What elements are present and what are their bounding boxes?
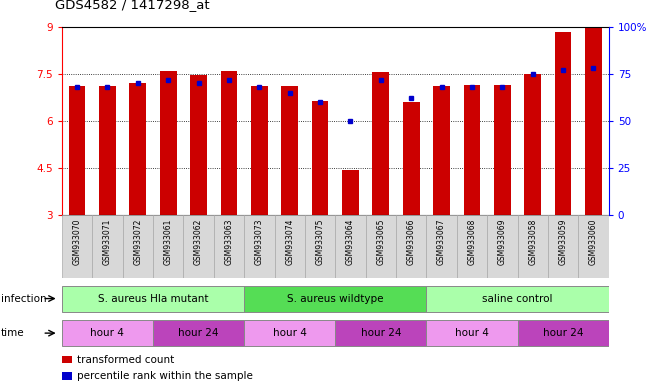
Text: GSM933059: GSM933059 [559,218,568,265]
Bar [69,86,85,215]
Bar [312,101,329,215]
Text: hour 24: hour 24 [361,328,401,338]
Bar [244,286,426,311]
Bar [62,372,72,380]
Bar [275,215,305,278]
Bar [372,72,389,215]
Bar [221,71,237,215]
Text: GSM933061: GSM933061 [163,218,173,265]
Text: hour 24: hour 24 [543,328,583,338]
Bar [281,86,298,215]
Bar [62,215,92,278]
Text: GSM933075: GSM933075 [316,218,325,265]
Text: GSM933063: GSM933063 [225,218,234,265]
Bar [494,85,510,215]
Text: GSM933065: GSM933065 [376,218,385,265]
Bar [190,76,207,215]
Bar [403,102,419,215]
Text: GSM933058: GSM933058 [528,218,537,265]
Bar [92,215,122,278]
Bar [457,215,487,278]
Text: hour 24: hour 24 [178,328,219,338]
Bar [366,215,396,278]
Text: GSM933066: GSM933066 [407,218,416,265]
Bar [518,320,609,346]
Bar [335,215,366,278]
Bar [214,215,244,278]
Text: GSM933067: GSM933067 [437,218,446,265]
Bar [159,71,176,215]
Bar [62,320,153,346]
Text: GSM933072: GSM933072 [133,218,143,265]
Text: GSM933073: GSM933073 [255,218,264,265]
Bar [342,170,359,215]
Text: GDS4582 / 1417298_at: GDS4582 / 1417298_at [55,0,210,12]
Bar [244,215,275,278]
Text: S. aureus wildtype: S. aureus wildtype [287,293,383,304]
Bar [153,320,244,346]
Text: infection: infection [1,293,46,304]
Text: GSM933064: GSM933064 [346,218,355,265]
Bar [62,356,72,363]
Text: transformed count: transformed count [77,354,174,364]
Bar [335,320,426,346]
Bar [426,320,518,346]
Text: hour 4: hour 4 [273,328,307,338]
Bar [122,215,153,278]
Text: GSM933062: GSM933062 [194,218,203,265]
Text: percentile rank within the sample: percentile rank within the sample [77,371,253,381]
Bar [578,215,609,278]
Text: GSM933071: GSM933071 [103,218,112,265]
Text: GSM933060: GSM933060 [589,218,598,265]
Bar [426,215,457,278]
Text: time: time [1,328,24,338]
Bar [251,86,268,215]
Bar [62,286,244,311]
Bar [464,85,480,215]
Bar [305,215,335,278]
Bar [99,86,116,215]
Text: saline control: saline control [482,293,553,304]
Text: GSM933069: GSM933069 [498,218,507,265]
Text: GSM933070: GSM933070 [72,218,81,265]
Bar [585,27,602,215]
Bar [555,31,572,215]
Bar [184,215,214,278]
Bar [548,215,578,278]
Text: GSM933074: GSM933074 [285,218,294,265]
Bar [426,286,609,311]
Bar [434,86,450,215]
Text: hour 4: hour 4 [90,328,124,338]
Bar [487,215,518,278]
Bar [525,74,541,215]
Text: S. aureus Hla mutant: S. aureus Hla mutant [98,293,208,304]
Text: GSM933068: GSM933068 [467,218,477,265]
Bar [396,215,426,278]
Bar [153,215,184,278]
Bar [244,320,335,346]
Bar [518,215,548,278]
Bar [130,83,146,215]
Text: hour 4: hour 4 [455,328,489,338]
